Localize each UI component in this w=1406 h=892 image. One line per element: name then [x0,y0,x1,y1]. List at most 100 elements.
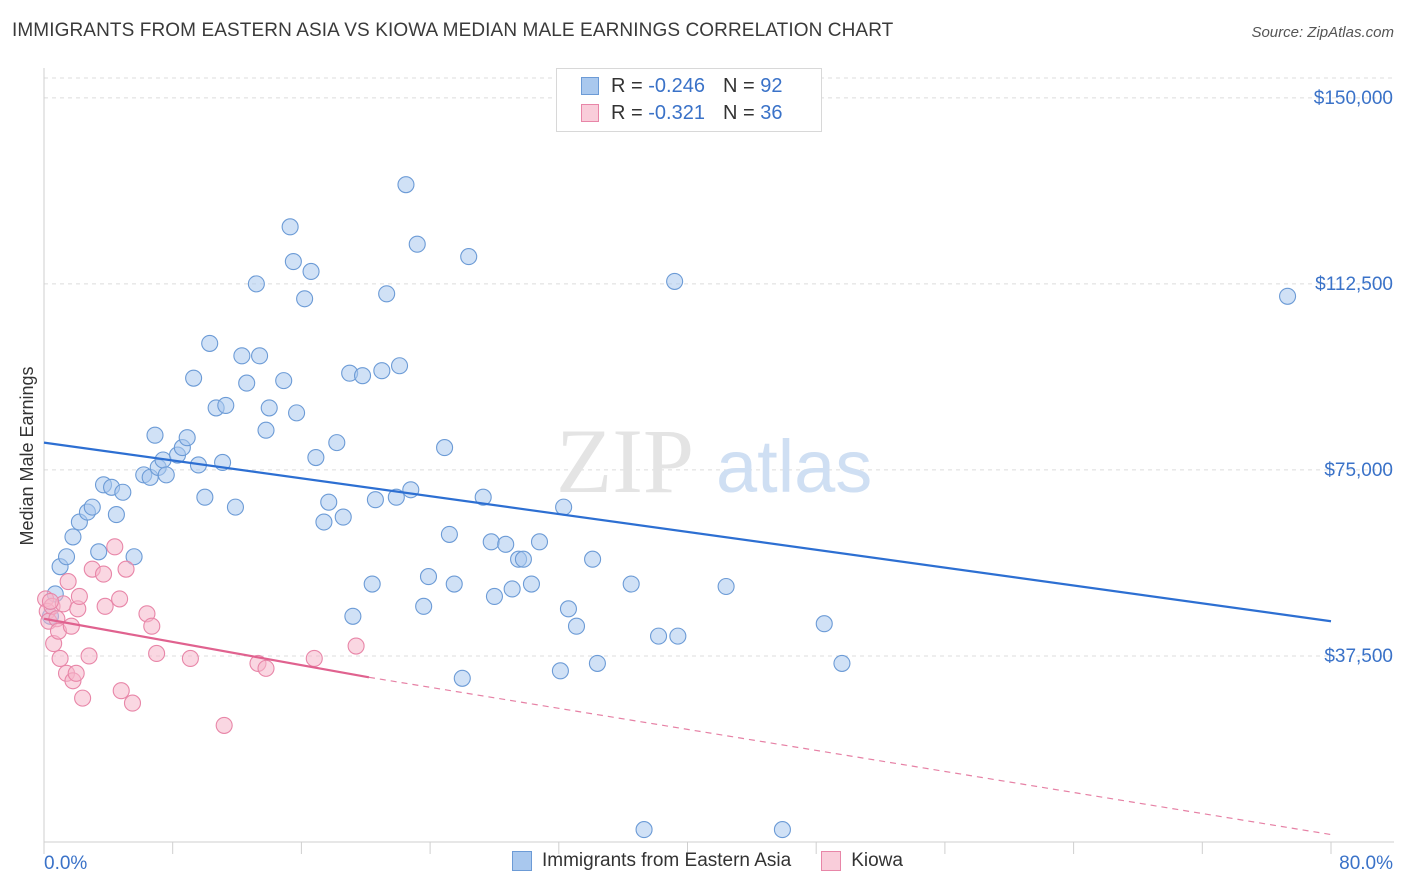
data-point-eastern-asia [201,334,219,352]
data-point-eastern-asia [146,426,164,444]
data-point-kiowa [123,694,142,712]
data-point-eastern-asia [482,533,500,551]
data-point-eastern-asia [217,396,235,414]
data-point-kiowa [51,649,69,667]
y-tick-label: $75,000 [1324,460,1393,481]
data-point-kiowa [41,592,59,610]
data-point-eastern-asia [378,285,396,303]
y-tick-label: $37,500 [1324,646,1393,667]
data-point-eastern-asia [260,399,278,417]
data-point-kiowa [59,572,77,591]
legend-r-value: -0.321 [648,101,705,124]
legend-n-value: 92 [760,74,783,97]
data-point-kiowa [106,538,124,556]
legend-r-label: R = [611,74,643,97]
data-point-eastern-asia [503,580,521,598]
data-point-kiowa [70,587,88,605]
legend-n-value: 36 [760,101,783,124]
data-point-eastern-asia [296,290,314,308]
data-point-eastern-asia [717,577,735,596]
data-point-kiowa [347,637,365,655]
chart-title: IMMIGRANTS FROM EASTERN ASIA VS KIOWA ME… [12,20,894,41]
y-tick-label: $150,000 [1314,88,1393,109]
data-point-eastern-asia [157,466,175,484]
data-point-kiowa [148,644,166,663]
data-point-eastern-asia [57,548,76,566]
data-point-eastern-asia [178,429,196,447]
data-point-eastern-asia [83,498,101,516]
legend-label: Kiowa [851,850,903,871]
data-point-kiowa [62,617,80,635]
data-point-eastern-asia [666,272,684,290]
legend-n-label: N = [723,101,755,124]
legend-label: Immigrants from Eastern Asia [542,850,792,871]
data-point-eastern-asia [238,374,256,392]
source-label: Source: ZipAtlas.com [1251,24,1394,41]
data-point-eastern-asia [390,357,409,375]
watermark: ZIP atlas [556,410,872,512]
data-point-eastern-asia [64,528,82,546]
data-point-eastern-asia [815,615,833,633]
data-point-eastern-asia [635,821,653,839]
data-point-eastern-asia [125,548,143,566]
data-point-eastern-asia [353,367,372,385]
data-point-eastern-asia [551,662,569,680]
legend-row-kiowa: R = -0.321 N = 36 [581,101,783,125]
data-point-eastern-asia [334,508,352,526]
legend-item-eastern-asia: Immigrants from Eastern Asia [512,850,791,872]
data-point-eastern-asia [584,550,602,568]
watermark-zip: ZIP [556,410,694,512]
data-point-kiowa [305,649,323,667]
data-point-kiowa [257,659,275,677]
data-point-eastern-asia [185,369,203,387]
trendline-kiowa [43,617,370,679]
data-point-eastern-asia [315,513,333,531]
x-tick-label: 0.0% [44,853,87,874]
data-point-kiowa [181,649,199,667]
data-point-eastern-asia [474,488,492,506]
data-point-eastern-asia [247,275,265,293]
data-point-kiowa [215,716,233,734]
legend-stats: R = -0.246 N = 92 R = -0.321 N = 36 [556,68,822,132]
data-point-kiowa [74,689,92,707]
data-point-eastern-asia [588,654,606,672]
trend-layer [43,441,1332,836]
data-point-eastern-asia [196,488,214,506]
data-point-eastern-asia [320,493,338,511]
data-point-eastern-asia [1279,287,1297,305]
axis-layer: $37,500 $75,000 $112,500 $150,000 0.0% 80.0% [43,68,1394,874]
data-point-eastern-asia [251,347,269,365]
data-point-kiowa [67,664,85,682]
data-point-eastern-asia [397,176,415,194]
data-point-eastern-asia [567,617,586,635]
data-point-eastern-asia [328,434,346,452]
legend-swatch-blue [581,77,599,95]
legend-r-value: -0.246 [648,74,705,97]
grid-layer [44,77,1394,657]
data-point-eastern-asia [307,448,325,467]
data-point-eastern-asia [497,535,515,553]
watermark-atlas: atlas [716,425,872,508]
legend-r-label: R = [611,101,643,124]
data-point-eastern-asia [622,575,640,593]
data-point-eastern-asia [555,498,573,516]
legend-series: Immigrants from Eastern Asia Kiowa [512,850,933,872]
data-point-eastern-asia [281,218,299,236]
data-point-eastern-asia [366,491,384,509]
data-point-eastern-asia [514,550,532,568]
data-point-eastern-asia [436,439,454,457]
data-point-kiowa [94,565,113,583]
y-tick-label: $112,500 [1315,274,1393,295]
data-point-eastern-asia [344,607,362,625]
data-point-eastern-asia [833,654,851,672]
data-point-eastern-asia [233,347,251,365]
trendline-eastern-asia [43,441,1332,623]
data-point-eastern-asia [114,483,132,501]
legend-swatch-pink [581,104,599,122]
data-point-eastern-asia [559,600,578,618]
data-point-eastern-asia [90,543,108,561]
data-point-eastern-asia [485,587,504,605]
trendline-kiowa-extension [368,676,1332,836]
legend-swatch-blue [512,851,532,871]
data-point-kiowa [96,597,114,615]
